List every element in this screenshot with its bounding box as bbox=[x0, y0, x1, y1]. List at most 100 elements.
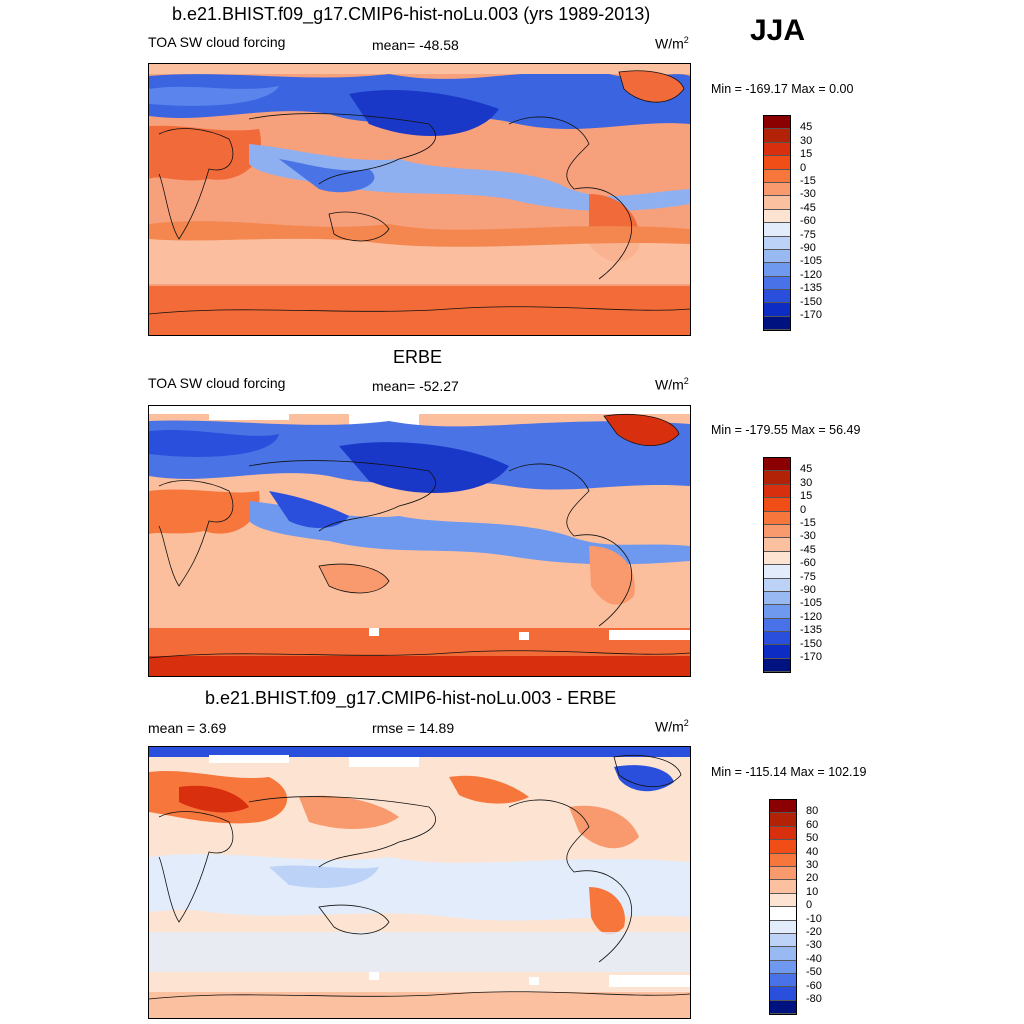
colorbar-swatch bbox=[770, 974, 796, 988]
colorbar-tick-label: -60 bbox=[800, 215, 816, 228]
colorbar-swatch bbox=[764, 209, 790, 224]
panel-3-colorbar bbox=[769, 799, 797, 1016]
colorbar-swatch bbox=[764, 316, 790, 331]
panel-1-min-max: Min = -169.17 Max = 0.00 bbox=[711, 82, 854, 96]
panel-2-map bbox=[148, 405, 691, 677]
colorbar-swatch bbox=[764, 129, 790, 143]
colorbar-tick-label: -45 bbox=[800, 201, 816, 214]
colorbar-tick-label: -75 bbox=[800, 570, 816, 583]
colorbar-tick-label: -20 bbox=[806, 926, 822, 938]
panel-2-unit-label: W/m2 bbox=[655, 376, 689, 393]
colorbar-tick-label: -15 bbox=[800, 517, 816, 529]
colorbar-swatch bbox=[764, 511, 790, 525]
colorbar-tick-label: 30 bbox=[800, 476, 813, 489]
colorbar-tick-label: -105 bbox=[800, 255, 823, 268]
colorbar-tick-label: -170 bbox=[800, 309, 823, 321]
colorbar-swatch bbox=[764, 303, 790, 317]
colorbar-swatch bbox=[764, 498, 790, 512]
colorbar-swatch bbox=[770, 800, 796, 814]
colorbar-tick-label: 0 bbox=[806, 899, 813, 912]
colorbar-tick-label: 0 bbox=[800, 503, 807, 516]
colorbar-tick-label: -150 bbox=[800, 295, 823, 308]
colorbar-swatch bbox=[770, 987, 796, 1001]
colorbar-swatch bbox=[770, 933, 796, 948]
colorbar-tick-label: -40 bbox=[806, 952, 822, 965]
colorbar-tick-label: -150 bbox=[800, 637, 823, 650]
panel-1-map bbox=[148, 63, 691, 336]
colorbar-tick-label: 0 bbox=[800, 161, 807, 174]
colorbar-tick-label: 15 bbox=[800, 490, 813, 503]
panel-3-unit-label: W/m2 bbox=[655, 718, 689, 735]
panel-1-unit-label: W/m2 bbox=[655, 35, 689, 52]
colorbar-tick-label: -60 bbox=[806, 979, 822, 992]
colorbar-tick-label: -45 bbox=[800, 543, 816, 556]
colorbar-swatch bbox=[770, 960, 796, 975]
colorbar-swatch bbox=[764, 236, 790, 250]
colorbar-swatch bbox=[770, 813, 796, 827]
colorbar-swatch bbox=[764, 276, 790, 291]
colorbar-tick-label: 50 bbox=[806, 832, 819, 845]
colorbar-tick-label: 30 bbox=[800, 134, 813, 147]
colorbar-swatch bbox=[764, 290, 790, 304]
colorbar-tick-label: -30 bbox=[800, 530, 816, 543]
colorbar-swatch bbox=[764, 565, 790, 579]
panel-1-variable-label: TOA SW cloud forcing bbox=[148, 34, 286, 50]
colorbar-swatch bbox=[770, 893, 796, 908]
colorbar-swatch bbox=[764, 605, 790, 619]
colorbar-swatch bbox=[764, 591, 790, 606]
colorbar-tick-label: -90 bbox=[800, 242, 816, 254]
colorbar-swatch bbox=[764, 182, 790, 197]
colorbar-swatch bbox=[764, 484, 790, 499]
colorbar-tick-label: 60 bbox=[806, 818, 819, 831]
colorbar-swatch bbox=[764, 551, 790, 566]
colorbar-swatch bbox=[764, 263, 790, 277]
colorbar-swatch bbox=[764, 458, 790, 472]
panel-2-colorbar bbox=[763, 457, 791, 674]
colorbar-swatch bbox=[764, 169, 790, 183]
panel-1-colorbar bbox=[763, 115, 791, 332]
panel-2-min-max: Min = -179.55 Max = 56.49 bbox=[711, 423, 861, 437]
colorbar-tick-label: -120 bbox=[800, 610, 823, 623]
colorbar-swatch bbox=[764, 142, 790, 157]
panel-2-title: ERBE bbox=[393, 347, 443, 367]
colorbar-swatch bbox=[770, 907, 796, 921]
colorbar-tick-label: -30 bbox=[800, 188, 816, 201]
colorbar-tick-label: -80 bbox=[806, 993, 822, 1005]
colorbar-swatch bbox=[764, 116, 790, 130]
colorbar-tick-label: 20 bbox=[806, 872, 819, 885]
colorbar-tick-label: -50 bbox=[806, 966, 822, 979]
colorbar-swatch bbox=[770, 880, 796, 894]
colorbar-tick-label: -75 bbox=[800, 228, 816, 241]
colorbar-swatch bbox=[770, 947, 796, 961]
colorbar-tick-label: 10 bbox=[806, 885, 819, 898]
colorbar-tick-label: 45 bbox=[800, 463, 813, 476]
colorbar-swatch bbox=[764, 196, 790, 210]
colorbar-swatch bbox=[764, 524, 790, 539]
panel-1-mean-label: mean= -48.58 bbox=[372, 37, 459, 53]
colorbar-tick-label: -170 bbox=[800, 651, 823, 663]
colorbar-tick-label: -90 bbox=[800, 584, 816, 596]
colorbar-swatch bbox=[770, 853, 796, 867]
colorbar-swatch bbox=[764, 632, 790, 646]
colorbar-swatch bbox=[764, 658, 790, 673]
colorbar-swatch bbox=[770, 1000, 796, 1015]
colorbar-swatch bbox=[764, 471, 790, 485]
colorbar-tick-label: 45 bbox=[800, 121, 813, 134]
colorbar-swatch bbox=[764, 249, 790, 264]
panel-2-variable-label: TOA SW cloud forcing bbox=[148, 375, 286, 391]
panel-3-rmse-label: rmse = 14.89 bbox=[372, 720, 455, 736]
panel-3-map bbox=[148, 746, 691, 1019]
colorbar-swatch bbox=[764, 223, 790, 237]
colorbar-swatch bbox=[764, 578, 790, 592]
colorbar-swatch bbox=[770, 866, 796, 881]
panel-2-mean-label: mean= -52.27 bbox=[372, 378, 459, 394]
colorbar-tick-label: -10 bbox=[806, 912, 822, 925]
season-label: JJA bbox=[750, 14, 806, 47]
colorbar-tick-label: -30 bbox=[806, 939, 822, 952]
colorbar-tick-label: -105 bbox=[800, 597, 823, 610]
colorbar-swatch bbox=[764, 156, 790, 170]
panel-3-mean-label: mean = 3.69 bbox=[148, 720, 227, 736]
colorbar-swatch bbox=[764, 645, 790, 659]
colorbar-swatch bbox=[770, 826, 796, 841]
colorbar-tick-label: 15 bbox=[800, 148, 813, 161]
